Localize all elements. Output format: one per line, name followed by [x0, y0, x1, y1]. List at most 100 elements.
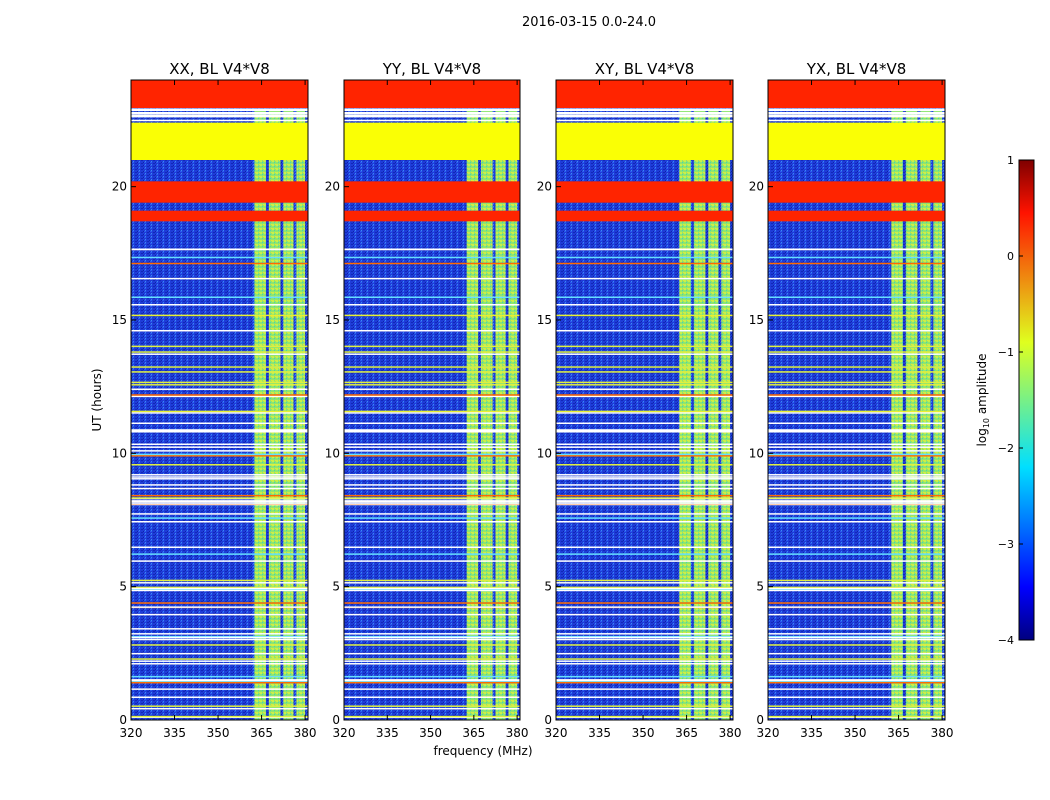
flag-line — [131, 501, 308, 503]
flag-line — [344, 587, 520, 590]
flag-line — [344, 613, 520, 616]
flag-line — [556, 503, 733, 505]
flag-line — [556, 296, 733, 299]
flag-line — [131, 115, 308, 118]
flag-line — [344, 366, 520, 368]
y-tick-label: 0 — [332, 713, 340, 727]
flag-line — [768, 476, 945, 478]
flag-line — [131, 476, 308, 478]
flag-line — [131, 633, 308, 635]
flag-line — [344, 636, 520, 639]
flag-line — [131, 613, 308, 616]
x-tick-label: 380 — [506, 726, 529, 740]
flag-line — [344, 513, 520, 515]
flag-line — [556, 111, 733, 114]
flag-line — [344, 109, 520, 112]
flag-line — [131, 517, 308, 519]
flag-line — [344, 277, 520, 280]
flag-line — [344, 371, 520, 373]
flag-line — [131, 628, 308, 630]
flag-line — [131, 705, 308, 707]
y-tick-label: 15 — [325, 313, 340, 327]
flag-line — [556, 644, 733, 646]
flag-line — [556, 635, 733, 638]
colorbar-tick-label: 1 — [1007, 154, 1014, 167]
flag-line — [556, 517, 733, 519]
flag-line — [768, 431, 945, 433]
flag-line — [556, 366, 733, 368]
signal-column — [891, 110, 903, 720]
y-ticks: 0 5 10 15 20 — [112, 180, 136, 727]
flag-line — [768, 395, 945, 398]
flag-line — [768, 680, 945, 683]
flag-line — [768, 381, 945, 384]
heatmap — [555, 79, 734, 721]
flag-line — [556, 329, 733, 332]
flag-line — [344, 450, 520, 452]
flag-line — [131, 696, 308, 698]
flag-line — [556, 553, 733, 555]
flag-line — [131, 520, 308, 523]
flag-line — [131, 579, 308, 582]
flag-line — [768, 366, 945, 368]
x-tick-label: 365 — [250, 726, 273, 740]
flag-line — [131, 450, 308, 452]
flag-line — [344, 262, 520, 265]
flag-line — [131, 660, 308, 662]
colorbar-tick-label: −4 — [998, 634, 1014, 647]
signal-column — [721, 110, 731, 720]
x-tick-label: 380 — [294, 726, 317, 740]
y-tick-label: 20 — [537, 180, 552, 194]
flag-line — [131, 602, 308, 604]
flag-line — [556, 476, 733, 478]
flag-line — [556, 262, 733, 265]
flag-line — [131, 381, 308, 384]
flag-line — [131, 644, 308, 646]
flag-line — [768, 329, 945, 332]
flag-line — [768, 487, 945, 490]
flag-line — [768, 613, 945, 616]
flag-line — [556, 560, 733, 562]
flag-line — [768, 658, 945, 660]
y-tick-label: 0 — [119, 713, 127, 727]
flag-line — [131, 553, 308, 555]
flag-line — [344, 606, 520, 608]
y-tick-label: 20 — [325, 180, 340, 194]
colorbar-label-rest: amplitude — [975, 354, 989, 418]
y-ticks: 0 5 10 15 20 — [325, 180, 349, 727]
flag-line — [131, 119, 308, 122]
flag-line — [131, 431, 308, 433]
flag-line — [768, 296, 945, 299]
x-ticks: 320 335 350 365 380 — [333, 80, 529, 740]
flag-line — [768, 579, 945, 582]
flag-line — [131, 715, 308, 718]
panel: XY, BL V4*V8 320 335 350 365 380 0 5 10 … — [537, 60, 742, 740]
flag-line — [344, 560, 520, 562]
flag-line — [556, 638, 733, 641]
flag-line — [344, 696, 520, 698]
flag-line — [768, 602, 945, 604]
flag-line — [556, 636, 733, 639]
flag-line — [556, 314, 733, 317]
heatmap — [130, 79, 309, 721]
flag-line — [768, 474, 945, 476]
flag-line — [768, 450, 945, 452]
flag-line — [556, 497, 733, 499]
flag-line — [131, 464, 308, 466]
flag-line — [344, 443, 520, 446]
flag-line — [556, 388, 733, 391]
flag-line — [131, 503, 308, 505]
y-ticks: 0 5 10 15 20 — [537, 180, 561, 727]
y-tick-label: 0 — [544, 713, 552, 727]
flag-line — [344, 715, 520, 718]
flag-line — [768, 644, 945, 646]
plot-frame — [555, 79, 734, 721]
flag-line — [556, 679, 733, 681]
flag-line — [768, 455, 945, 457]
flag-line — [131, 688, 308, 690]
flag-line — [768, 715, 945, 718]
flagged-band — [131, 122, 308, 160]
flag-line — [344, 705, 520, 707]
signal-column — [268, 110, 281, 720]
flag-line — [344, 296, 520, 299]
